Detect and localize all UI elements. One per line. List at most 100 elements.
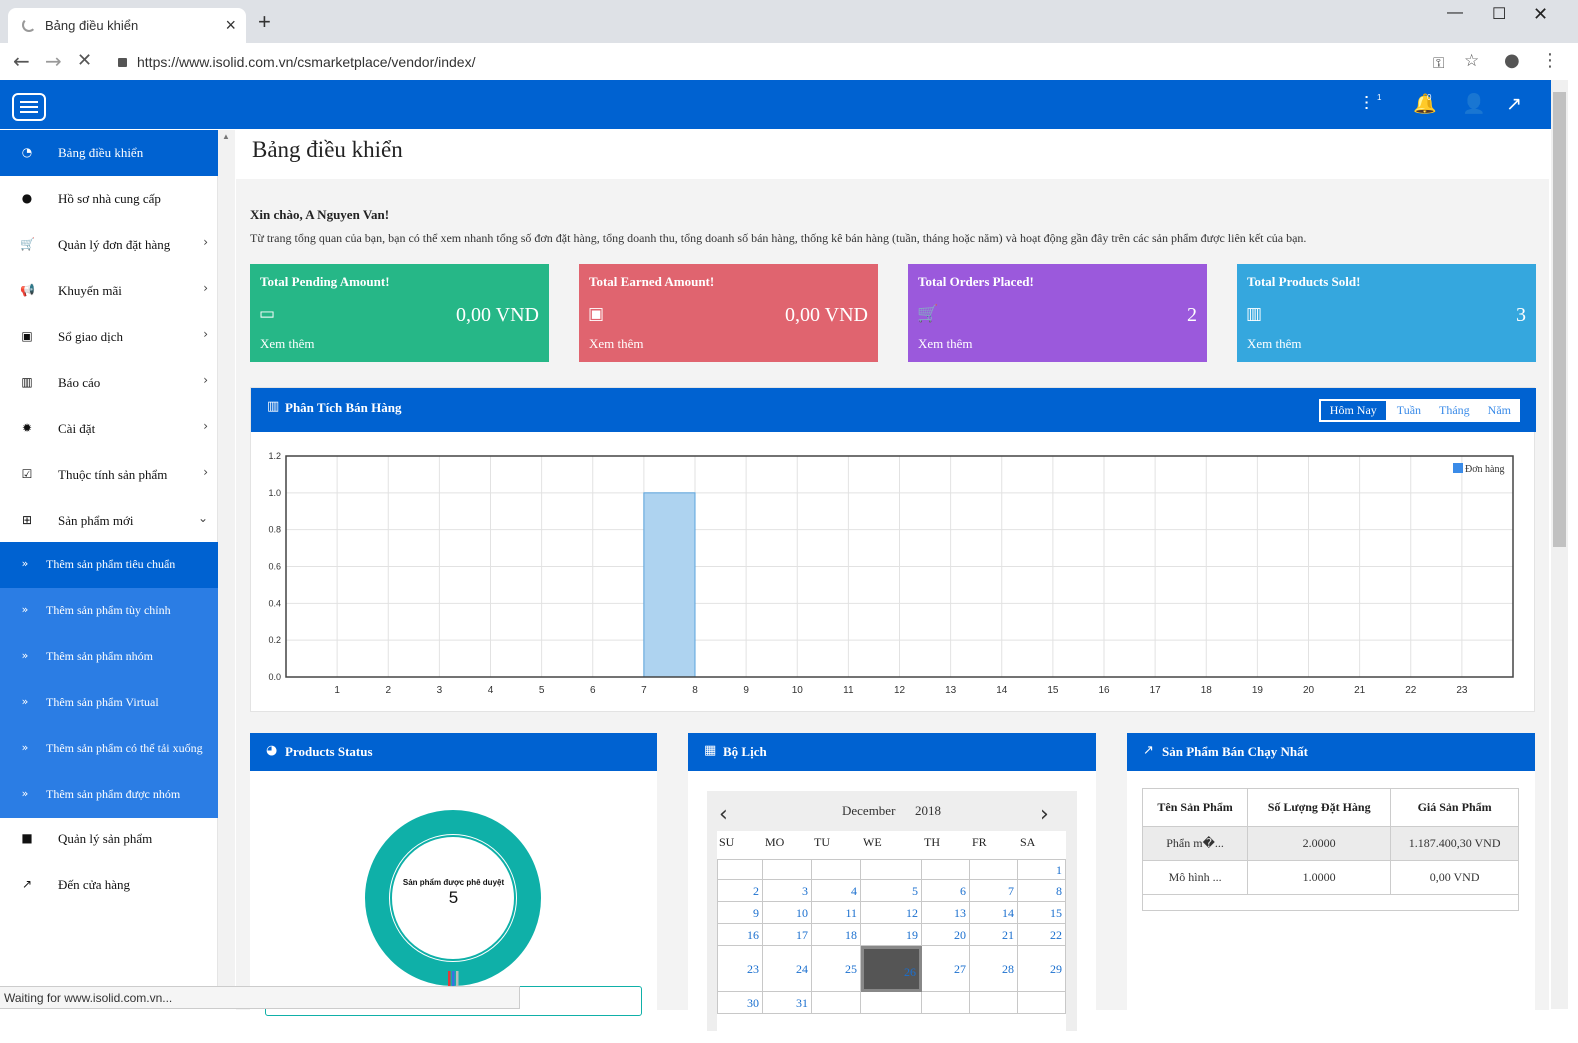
x-tick-label: 16 bbox=[1098, 685, 1110, 696]
sidebar-item-vendor-profile[interactable]: ● Hồ sơ nhà cung cấp bbox=[0, 176, 218, 222]
sidebar-item-transactions[interactable]: ▣ Sổ giao dịch › bbox=[0, 314, 218, 360]
calendar-day[interactable]: 19 bbox=[861, 924, 922, 946]
close-tab-icon[interactable]: × bbox=[225, 15, 236, 35]
calendar-day[interactable]: 29 bbox=[1018, 946, 1066, 992]
sidebar-item-label: Quản lý đơn đặt hàng bbox=[58, 237, 171, 252]
sidebar-scrollbar[interactable]: ▲ bbox=[218, 130, 235, 986]
calendar-day[interactable]: 21 bbox=[970, 924, 1018, 946]
sidebar-item-go-to-store[interactable]: ↗ Đến cửa hàng bbox=[0, 862, 218, 908]
sidebar-item-manage-products[interactable]: ■ Quản lý sản phẩm bbox=[0, 816, 218, 862]
bell-icon[interactable]: 🔔 bbox=[1413, 93, 1437, 115]
sidebar-subitem-standard-product[interactable]: » Thêm sản phẩm tiêu chuẩn bbox=[0, 542, 218, 588]
page-scrollbar[interactable] bbox=[1551, 80, 1568, 1009]
view-more-link[interactable]: Xem thêm bbox=[260, 336, 315, 351]
calendar-day[interactable]: 7 bbox=[970, 880, 1018, 902]
sidebar-item-label: Bảng điều khiển bbox=[58, 145, 144, 160]
calendar-day[interactable]: 23 bbox=[717, 946, 763, 992]
prev-month-icon[interactable]: ‹ bbox=[719, 802, 728, 827]
pending-amount-card: Total Pending Amount! ▭ 0,00 VND Xem thê… bbox=[250, 264, 549, 362]
calendar-day[interactable]: 25 bbox=[812, 946, 861, 992]
sidebar-item-label: Cài đặt bbox=[58, 421, 96, 436]
sidebar-subitem-custom-product[interactable]: » Thêm sản phẩm tùy chỉnh bbox=[0, 588, 218, 634]
panel-header: ▥ Phân Tích Bán Hàng Hôm Nay Tuần Tháng … bbox=[251, 388, 1536, 432]
forward-icon[interactable]: → bbox=[45, 49, 62, 73]
calendar-day[interactable]: 27 bbox=[922, 946, 970, 992]
calendar-day[interactable]: 18 bbox=[812, 924, 861, 946]
range-week-button[interactable]: Tuần bbox=[1396, 403, 1422, 417]
calendar-day[interactable]: 16 bbox=[717, 924, 763, 946]
calendar-day[interactable]: 1 bbox=[1018, 859, 1066, 880]
range-month-button[interactable]: Tháng bbox=[1439, 403, 1470, 417]
calendar-day[interactable]: 13 bbox=[922, 902, 970, 924]
card-value: 3 bbox=[1516, 304, 1526, 326]
maximize-icon[interactable]: ☐ bbox=[1492, 6, 1507, 23]
sidebar-subitem-group-product[interactable]: » Thêm sản phẩm nhóm bbox=[0, 634, 218, 680]
calendar-day[interactable]: 4 bbox=[812, 880, 861, 902]
sidebar-item-label: Sổ giao dịch bbox=[58, 329, 123, 344]
line-chart-icon: ↗ bbox=[1143, 743, 1154, 758]
x-tick-label: 13 bbox=[945, 685, 957, 696]
sidebar-subitem-grouped-product[interactable]: » Thêm sản phẩm được nhóm bbox=[0, 772, 218, 818]
bookmark-star-icon[interactable]: ☆ bbox=[1464, 51, 1480, 71]
external-link-icon[interactable]: ↗ bbox=[1506, 93, 1522, 115]
sidebar-item-product-attributes[interactable]: ☑ Thuộc tính sản phẩm › bbox=[0, 452, 218, 498]
y-tick-label: 0.2 bbox=[268, 635, 281, 645]
calendar-day[interactable]: 6 bbox=[922, 880, 970, 902]
next-month-icon[interactable]: › bbox=[1040, 802, 1049, 827]
calendar-day[interactable]: 2 bbox=[717, 880, 763, 902]
money-icon: ▣ bbox=[588, 304, 605, 324]
table-row[interactable]: Phẩn m�... 2.0000 1.187.400,30 VND bbox=[1141, 826, 1519, 861]
calendar-day[interactable]: 10 bbox=[763, 902, 812, 924]
stop-icon[interactable]: ✕ bbox=[77, 50, 93, 71]
menu-toggle-button[interactable] bbox=[12, 93, 46, 121]
close-window-icon[interactable]: ✕ bbox=[1533, 4, 1549, 24]
range-year-button[interactable]: Năm bbox=[1487, 403, 1511, 417]
new-tab-icon[interactable]: + bbox=[258, 9, 271, 34]
minimize-icon[interactable]: — bbox=[1447, 4, 1463, 21]
calendar-day[interactable]: 24 bbox=[763, 946, 812, 992]
view-more-link[interactable]: Xem thêm bbox=[1247, 336, 1302, 351]
calendar-day[interactable]: 31 bbox=[763, 992, 812, 1014]
products-status-panel: ◕ Products Status Sản phẩm được phê duyệ… bbox=[250, 733, 657, 1033]
sidebar-item-promotions[interactable]: 📢 Khuyến mãi › bbox=[0, 268, 218, 314]
filter-sliders-icon[interactable]: ⫶ bbox=[1364, 93, 1369, 115]
scrollbar-thumb[interactable] bbox=[1553, 92, 1566, 547]
calendar-day[interactable]: 3 bbox=[763, 880, 812, 902]
sidebar-item-reports[interactable]: ▥ Báo cáo › bbox=[0, 360, 218, 406]
bar-chart-icon: ▥ bbox=[21, 375, 33, 389]
url-field[interactable]: https://www.isolid.com.vn/csmarketplace/… bbox=[118, 54, 475, 70]
view-more-link[interactable]: Xem thêm bbox=[918, 336, 973, 351]
calendar-day[interactable]: 22 bbox=[1018, 924, 1066, 946]
calendar-day[interactable]: 20 bbox=[922, 924, 970, 946]
calendar-day[interactable]: 5 bbox=[861, 880, 922, 902]
scroll-up-icon[interactable]: ▲ bbox=[222, 132, 230, 141]
sidebar-subitem-virtual-product[interactable]: » Thêm sản phẩm Virtual bbox=[0, 680, 218, 726]
back-icon[interactable]: ← bbox=[13, 49, 30, 73]
calendar-day[interactable]: 17 bbox=[763, 924, 812, 946]
range-today-button[interactable]: Hôm Nay bbox=[1320, 401, 1386, 420]
x-tick-label: 23 bbox=[1456, 685, 1468, 696]
calendar-day[interactable]: 14 bbox=[970, 902, 1018, 924]
calendar-day[interactable]: 28 bbox=[970, 946, 1018, 992]
calendar-day[interactable]: 30 bbox=[717, 992, 763, 1014]
view-more-link[interactable]: Xem thêm bbox=[589, 336, 644, 351]
calendar-day[interactable]: 15 bbox=[1018, 902, 1066, 924]
chevron-right-icon: › bbox=[203, 373, 208, 387]
table-row[interactable]: Mô hình ... 1.0000 0,00 VND bbox=[1141, 860, 1519, 895]
browser-menu-icon[interactable]: ⋮ bbox=[1541, 50, 1559, 71]
calendar-day[interactable]: 9 bbox=[717, 902, 763, 924]
calendar-day[interactable]: 11 bbox=[812, 902, 861, 924]
browser-tab[interactable]: Bảng điều khiển × bbox=[8, 8, 246, 43]
user-icon[interactable]: 👤 bbox=[1462, 93, 1486, 115]
sidebar-item-new-product[interactable]: ⊞ Sản phẩm mới ⌄ bbox=[0, 498, 218, 544]
sidebar-item-settings[interactable]: ✹ Cài đặt › bbox=[0, 406, 218, 452]
key-icon[interactable]: ⚿ bbox=[1433, 54, 1445, 72]
profile-icon[interactable]: ● bbox=[1504, 50, 1520, 71]
sidebar-subitem-downloadable-product[interactable]: » Thêm sản phẩm có thể tải xuống bbox=[0, 726, 218, 772]
sidebar-item-dashboard[interactable]: ◔ Bảng điều khiển bbox=[0, 130, 218, 176]
double-chevron-icon: » bbox=[21, 741, 29, 754]
sidebar-item-orders[interactable]: 🛒 Quản lý đơn đặt hàng › bbox=[0, 222, 218, 268]
calendar-day[interactable]: 8 bbox=[1018, 880, 1066, 902]
calendar-day[interactable]: 26 bbox=[861, 946, 922, 992]
calendar-day[interactable]: 12 bbox=[861, 902, 922, 924]
